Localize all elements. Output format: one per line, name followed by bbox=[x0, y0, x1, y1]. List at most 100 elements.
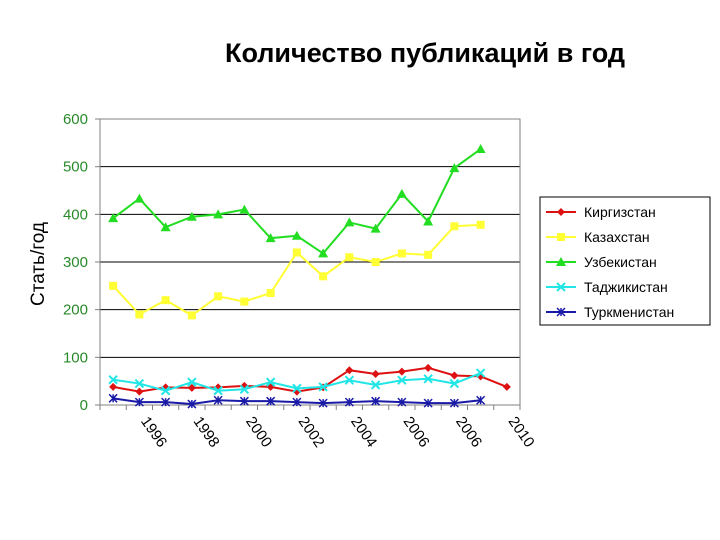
data-point bbox=[292, 383, 302, 394]
data-point-stroke bbox=[344, 375, 355, 385]
data-point bbox=[423, 374, 433, 384]
data-point bbox=[239, 204, 250, 214]
x-axis-ticks: 1996 1998 2000 2002 2004 2006 2006 2010 bbox=[99, 405, 538, 451]
data-point bbox=[186, 211, 197, 221]
data-point bbox=[187, 311, 196, 320]
data-point bbox=[424, 250, 433, 259]
data-point bbox=[109, 281, 118, 290]
y-axis-ticks: 0 100 200 300 400 500 600 bbox=[63, 111, 100, 414]
legend-label: Узбекистан bbox=[584, 254, 657, 270]
data-point bbox=[214, 292, 223, 301]
data-point-stroke bbox=[292, 383, 302, 394]
gridlines bbox=[100, 166, 520, 358]
data-point bbox=[265, 233, 276, 243]
data-point-stroke bbox=[108, 375, 118, 385]
data-point bbox=[135, 387, 144, 396]
data-point bbox=[371, 370, 380, 379]
data-point bbox=[449, 378, 460, 389]
data-point bbox=[345, 366, 354, 375]
data-point bbox=[449, 163, 460, 173]
data-point bbox=[187, 377, 197, 387]
data-point-stroke bbox=[160, 385, 171, 396]
data-point bbox=[423, 398, 433, 408]
y-tick-label: 100 bbox=[63, 349, 88, 366]
data-point-stroke bbox=[213, 385, 223, 396]
data-point bbox=[213, 395, 223, 405]
data-point bbox=[240, 297, 249, 306]
data-point bbox=[108, 213, 119, 223]
series-Туркменистан bbox=[108, 393, 486, 409]
x-tick-label: 1998 bbox=[190, 414, 223, 451]
data-point bbox=[134, 378, 145, 389]
data-point bbox=[160, 222, 171, 232]
data-point bbox=[266, 396, 276, 406]
chart-title: Количество публикаций в год bbox=[224, 38, 626, 68]
data-point bbox=[109, 382, 118, 391]
x-tick-label: 2006 bbox=[400, 414, 433, 451]
x-tick-label: 2004 bbox=[347, 414, 380, 451]
data-point bbox=[160, 385, 171, 396]
data-point-stroke bbox=[318, 382, 328, 392]
data-point bbox=[397, 375, 407, 385]
data-point bbox=[213, 209, 224, 219]
data-point bbox=[371, 258, 380, 266]
y-tick-label: 500 bbox=[63, 159, 88, 176]
series-Казахстан bbox=[109, 220, 485, 320]
data-point-stroke bbox=[449, 378, 460, 389]
data-point bbox=[319, 272, 328, 281]
data-point bbox=[556, 282, 566, 292]
data-point bbox=[475, 368, 486, 378]
legend-label: Киргизстан bbox=[584, 204, 656, 220]
data-point bbox=[239, 384, 250, 394]
y-tick-label: 400 bbox=[63, 206, 88, 223]
data-point bbox=[213, 385, 223, 396]
x-tick-label: 2006 bbox=[452, 414, 485, 451]
data-point bbox=[397, 367, 406, 376]
data-point bbox=[344, 375, 355, 385]
legend-entry: Киргизстан bbox=[546, 204, 656, 220]
data-point bbox=[265, 377, 276, 387]
data-point bbox=[424, 363, 433, 372]
data-point-stroke bbox=[239, 384, 250, 394]
data-point bbox=[187, 399, 197, 409]
data-point bbox=[449, 398, 459, 408]
data-point bbox=[135, 310, 144, 319]
y-tick-label: 0 bbox=[80, 397, 88, 414]
x-tick-label: 2000 bbox=[242, 414, 275, 451]
data-point bbox=[161, 397, 171, 407]
data-point bbox=[344, 397, 354, 407]
data-point bbox=[344, 217, 355, 227]
data-point bbox=[397, 397, 407, 407]
data-point bbox=[397, 249, 406, 258]
data-point bbox=[450, 222, 459, 231]
series-lines bbox=[108, 144, 511, 409]
series-Таджикистан bbox=[108, 368, 486, 396]
data-point bbox=[476, 395, 486, 405]
data-point bbox=[318, 382, 328, 392]
data-point bbox=[556, 257, 566, 266]
x-tick-label: 2010 bbox=[505, 414, 538, 451]
data-point bbox=[134, 397, 144, 407]
data-point bbox=[371, 396, 381, 406]
legend-label: Таджикистан bbox=[584, 279, 668, 295]
legend-entry: Таджикистан bbox=[546, 279, 668, 295]
data-point-stroke bbox=[370, 380, 381, 390]
y-axis-label: Стать/год bbox=[28, 222, 49, 306]
data-point bbox=[345, 253, 354, 262]
data-point-stroke bbox=[134, 378, 145, 389]
x-tick-label: 1996 bbox=[137, 414, 170, 451]
data-point bbox=[318, 398, 328, 408]
data-point bbox=[557, 208, 565, 216]
legend-label: Туркменистан bbox=[584, 304, 674, 320]
data-point bbox=[556, 307, 566, 317]
legend: Киргизстан Казахстан Узбекистан Таджикистан… bbox=[539, 196, 711, 326]
data-point bbox=[134, 193, 145, 203]
data-point bbox=[475, 144, 486, 154]
data-point bbox=[266, 288, 275, 297]
data-point bbox=[476, 220, 485, 229]
data-point bbox=[292, 248, 301, 257]
y-tick-label: 300 bbox=[63, 254, 88, 271]
legend-label: Казахстан bbox=[584, 229, 650, 245]
data-point bbox=[423, 216, 434, 226]
